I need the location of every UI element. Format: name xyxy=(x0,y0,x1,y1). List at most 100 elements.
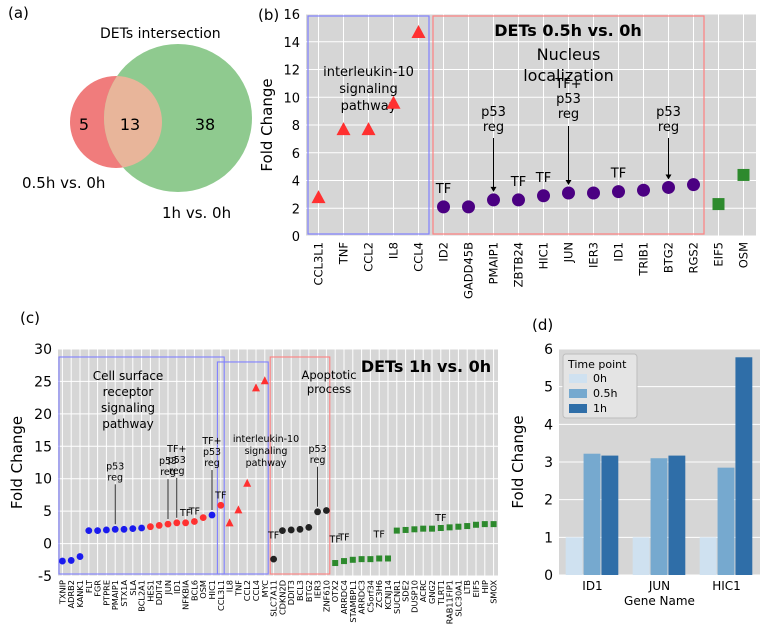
legend-label: 0.5h xyxy=(593,387,617,400)
y-tick-label: 4 xyxy=(544,417,553,433)
x-tick-label: GADD45B xyxy=(462,242,476,299)
x-tick-label: CCL4 xyxy=(412,242,426,272)
bar xyxy=(565,537,583,575)
data-point-square xyxy=(376,555,383,562)
annotation-label: TF xyxy=(434,513,446,524)
data-point-square xyxy=(332,560,339,567)
annotation-label: reg xyxy=(169,466,185,477)
data-point-circle xyxy=(270,555,277,563)
data-point-triangle xyxy=(336,122,351,136)
y-axis-label: Fold Change xyxy=(258,78,276,171)
annotation-label: TF xyxy=(373,530,385,541)
y-tick-label: 14 xyxy=(283,36,300,51)
legend-label: 1h xyxy=(593,402,607,415)
y-tick-label: 4 xyxy=(292,175,300,190)
data-point-square xyxy=(712,198,725,211)
data-point-circle xyxy=(182,519,190,527)
y-tick-label: 12 xyxy=(283,64,300,79)
data-point-square xyxy=(481,521,488,528)
data-point-square xyxy=(393,527,400,534)
x-tick-label: GNG2 xyxy=(427,580,437,604)
data-point-square xyxy=(367,556,374,563)
panel-label-d: (d) xyxy=(532,316,553,334)
data-point-circle xyxy=(129,525,137,533)
x-tick-label: KCNJ14 xyxy=(383,580,393,610)
data-point-circle xyxy=(191,518,198,525)
legend-swatch xyxy=(569,404,587,413)
x-tick-label: STAMBPL1 xyxy=(348,580,358,623)
y-axis-label: Fold Change xyxy=(509,415,527,508)
highlight-box xyxy=(216,361,269,575)
data-point-circle xyxy=(314,508,321,516)
data-point-circle xyxy=(305,523,313,531)
annotation-label: reg xyxy=(204,458,220,469)
x-tick-label: TXNIP xyxy=(57,580,67,605)
venn-right-only-count: 38 xyxy=(195,115,215,134)
box-label: localization xyxy=(523,66,614,85)
bar xyxy=(601,455,619,575)
data-point-square xyxy=(420,525,427,532)
annotation-label: TF xyxy=(337,532,349,543)
legend-label: 0h xyxy=(593,372,607,385)
x-tick-label: ID1 xyxy=(582,579,602,593)
x-tick-label: ZC3H6 xyxy=(374,580,384,608)
data-point-triangle xyxy=(311,190,326,204)
data-point-square xyxy=(490,521,497,528)
x-tick-label: CDKN2D xyxy=(277,580,287,615)
y-tick-label: 2 xyxy=(292,202,300,217)
x-tick-label: ID1 xyxy=(172,580,182,594)
box-label: pathway xyxy=(102,417,154,431)
data-point-circle xyxy=(662,180,675,194)
data-point-square xyxy=(429,525,435,532)
x-tick-label: BCL6 xyxy=(189,580,199,601)
x-tick-label: SLC30A1 xyxy=(453,580,463,617)
y-tick-label: 10 xyxy=(283,91,300,106)
x-tick-label: HIC1 xyxy=(712,579,741,593)
x-tick-label: SLC7A11 xyxy=(269,580,279,617)
bar xyxy=(717,467,735,575)
box-label: interleukin-10 xyxy=(323,65,414,80)
data-point-triangle xyxy=(361,122,376,136)
x-tick-label: DUSP10 xyxy=(409,580,419,613)
data-point-square xyxy=(358,556,365,563)
x-tick-label: PMAIP1 xyxy=(110,580,120,610)
x-tick-label: LTB xyxy=(462,580,472,594)
data-point-square xyxy=(737,168,750,181)
data-point-circle xyxy=(67,557,75,564)
data-point-triangle xyxy=(386,95,401,109)
x-tick-label: STX1A xyxy=(119,580,129,607)
x-tick-label: NFKBIA xyxy=(181,580,191,610)
y-tick-label: 25 xyxy=(34,374,52,390)
annotation-label: TF+ xyxy=(554,77,581,92)
x-tick-label: BTG2 xyxy=(662,242,676,273)
annotation-label: p53 xyxy=(168,455,186,466)
x-tick-label: HIC1 xyxy=(207,580,217,600)
y-tick-label: 6 xyxy=(544,342,553,358)
bar xyxy=(668,455,686,575)
x-tick-label: CCL2 xyxy=(242,580,252,601)
x-tick-label: PTPRE xyxy=(101,580,111,606)
data-point-circle xyxy=(138,524,146,532)
x-tick-label: SDE2 xyxy=(401,580,411,602)
data-point-square xyxy=(402,526,409,533)
legend-swatch xyxy=(569,374,587,383)
y-tick-label: 6 xyxy=(292,147,300,162)
data-point-circle xyxy=(462,200,475,214)
x-axis-label: Gene Name xyxy=(624,594,695,608)
bar xyxy=(735,357,753,575)
data-point-circle xyxy=(208,511,216,519)
annotation-label: p53 xyxy=(106,461,124,472)
x-tick-label: ARRDC3 xyxy=(357,580,367,614)
x-tick-label: FGR xyxy=(93,580,103,597)
x-tick-label: BCL2A1 xyxy=(137,580,147,612)
annotation-arrowhead xyxy=(490,186,497,192)
annotation-arrowhead xyxy=(565,179,572,185)
x-tick-label: TLRT1 xyxy=(436,580,446,606)
venn-intersection-count: 13 xyxy=(120,115,140,134)
x-tick-label: DDIT3 xyxy=(286,580,296,605)
x-tick-label: RAB11FIP1 xyxy=(445,580,455,624)
annotation-label: TF xyxy=(188,507,200,518)
annotation-label: TF xyxy=(179,508,191,519)
annotation-label: reg xyxy=(658,120,679,135)
